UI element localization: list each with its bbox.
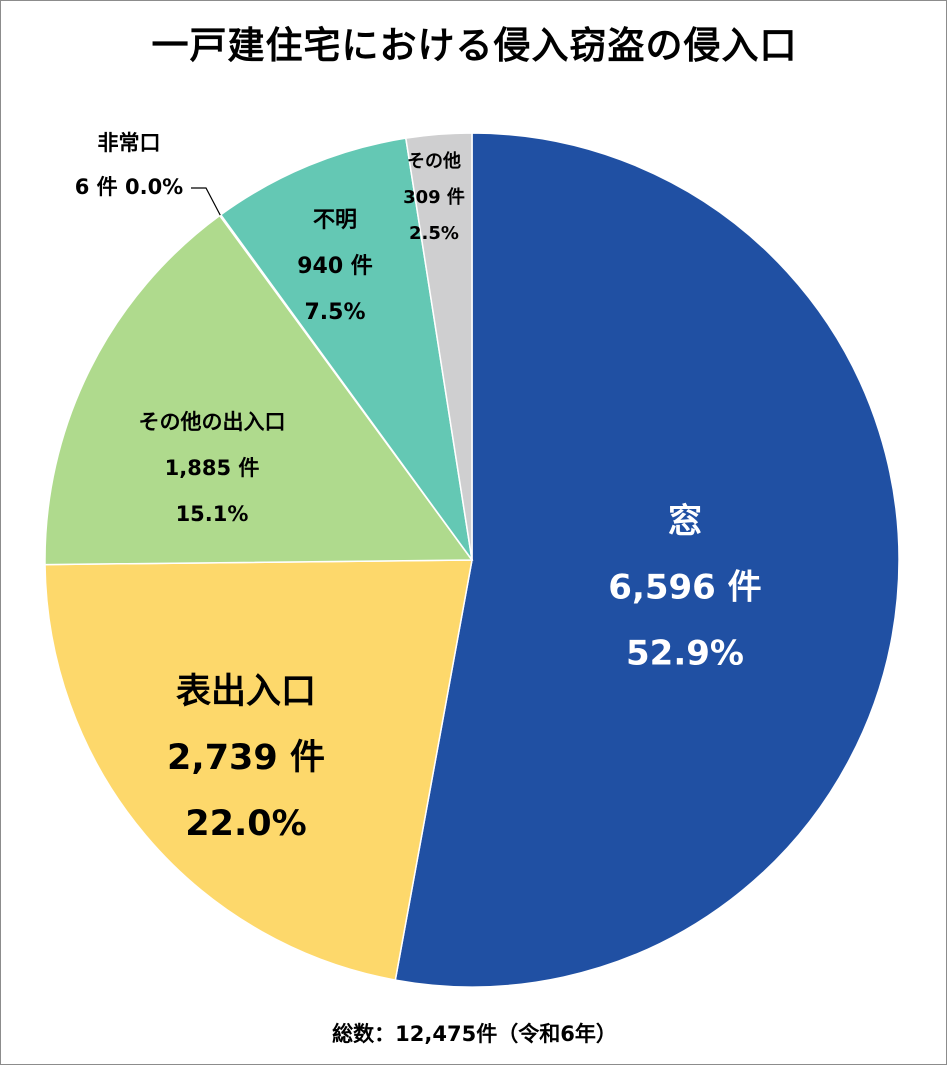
pie-slices (44, 132, 900, 988)
slice-label-6-line-1: その他 (407, 150, 461, 172)
pie-slice-3 (44, 214, 474, 566)
slice-label-5-line-2: 940 件 (297, 254, 373, 279)
pie-slice-1 (394, 132, 900, 988)
leader-lines (191, 187, 221, 216)
slice-label-2-line-2: 2,739 件 (167, 738, 325, 778)
chart-title: 一戸建住宅における侵入窃盗の侵入口 (151, 24, 798, 67)
slice-labels: 窓 6,596 件 52.9% 表出入口 2,739 件 22.0% その他の出入口 1,88… (75, 131, 762, 844)
pie-slice-2 (44, 559, 473, 981)
pie-slice-6 (404, 132, 473, 561)
slice-label-2-line-1: 表出入口 (176, 672, 316, 712)
slice-label-5-line-3: 7.5% (304, 300, 365, 325)
slice-label-3-line-1: その他の出入口 (139, 410, 286, 434)
slice-label-4-line-2: 6 件 0.0% (75, 175, 183, 199)
slice-label-5-line-1: 不明 (313, 208, 357, 233)
slice-label-1-line-1: 窓 (668, 502, 702, 542)
slice-label-6-line-3: 2.5% (409, 223, 459, 244)
slice-label-6-line-2: 309 件 (403, 186, 465, 208)
leader-line-4 (191, 187, 221, 216)
chart-footnote: 総数：12,475件（令和6年） (332, 1022, 617, 1046)
slice-label-3-line-2: 1,885 件 (165, 456, 260, 480)
slice-label-4-line-1: 非常口 (98, 131, 161, 155)
slice-label-3-line-3: 15.1% (176, 502, 249, 526)
pie-slice-5 (219, 137, 473, 561)
slice-label-1-line-3: 52.9% (626, 634, 744, 674)
slice-label-2-line-3: 22.0% (185, 804, 306, 844)
slice-label-1-line-2: 6,596 件 (608, 568, 761, 608)
